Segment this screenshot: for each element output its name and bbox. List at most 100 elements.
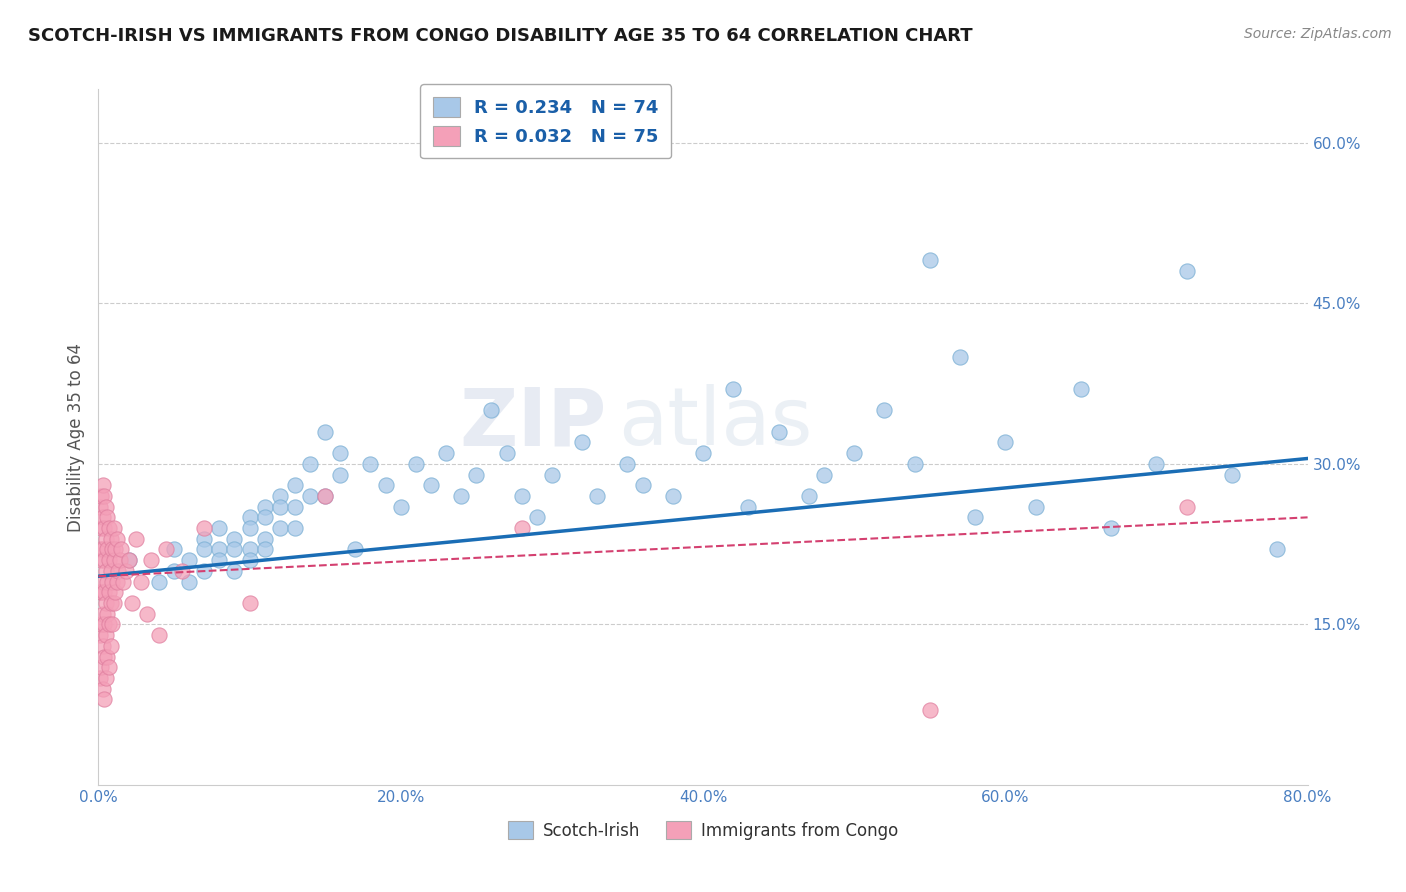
Point [89,500,111,514]
Point [100,564,122,578]
Point [94,671,117,685]
Point [299,489,322,503]
Point [616,457,638,471]
Point [918,703,941,717]
Point [284,521,307,535]
Point [94,628,117,642]
Point [90,521,112,535]
Point [1144,457,1167,471]
Point [90,553,112,567]
Text: atlas: atlas [619,384,813,462]
Point [723,382,745,396]
Point [965,510,987,524]
Point [208,542,231,557]
Point [135,607,157,621]
Point [737,500,759,514]
Point [98,553,121,567]
Point [329,446,352,460]
Point [179,553,201,567]
Point [571,435,593,450]
Point [314,489,336,503]
Point [239,521,262,535]
Point [96,574,118,589]
Point [93,521,115,535]
Point [121,596,143,610]
Point [1099,521,1122,535]
Point [631,478,654,492]
Point [526,510,548,524]
Point [224,532,246,546]
Point [1175,500,1198,514]
Point [495,446,517,460]
Point [108,553,131,567]
Point [93,617,115,632]
Point [224,542,246,557]
Point [93,489,115,503]
Text: Source: ZipAtlas.com: Source: ZipAtlas.com [1244,27,1392,41]
Point [105,574,128,589]
Point [314,489,336,503]
Point [239,542,262,557]
Point [93,692,115,706]
Point [89,628,111,642]
Point [239,553,262,567]
Point [101,574,124,589]
Point [96,607,118,621]
Point [93,553,115,567]
Point [450,489,472,503]
Point [239,510,262,524]
Point [299,457,322,471]
Point [170,564,193,578]
Point [101,542,124,557]
Point [89,585,111,599]
Point [329,467,352,482]
Point [284,478,307,492]
Point [510,489,533,503]
Point [797,489,820,503]
Point [193,542,215,557]
Point [253,542,276,557]
Legend: Scotch-Irish, Immigrants from Congo: Scotch-Irish, Immigrants from Congo [502,814,904,847]
Text: SCOTCH-IRISH VS IMMIGRANTS FROM CONGO DISABILITY AGE 35 TO 64 CORRELATION CHART: SCOTCH-IRISH VS IMMIGRANTS FROM CONGO DI… [28,27,973,45]
Point [155,542,177,557]
Point [224,564,246,578]
Point [1175,264,1198,278]
Point [269,521,291,535]
Point [118,553,141,567]
Point [103,596,125,610]
Point [118,553,141,567]
Point [96,510,118,524]
Point [90,585,112,599]
Text: ZIP: ZIP [458,384,606,462]
Point [374,478,396,492]
Point [94,532,117,546]
Point [586,489,609,503]
Point [208,553,231,567]
Point [208,521,231,535]
Point [420,478,443,492]
Point [465,467,488,482]
Point [93,585,115,599]
Point [103,553,125,567]
Point [104,542,127,557]
Point [94,564,117,578]
Point [918,253,941,268]
Point [768,425,790,439]
Point [141,553,163,567]
Point [94,596,117,610]
Point [91,478,114,492]
Point [148,574,170,589]
Point [434,446,457,460]
Point [284,500,307,514]
Point [813,467,835,482]
Point [239,596,262,610]
Point [96,542,118,557]
Point [193,532,215,546]
Point [89,671,111,685]
Point [129,574,152,589]
Point [661,489,683,503]
Point [1070,382,1092,396]
Point [98,521,121,535]
Point [90,617,112,632]
Point [481,403,503,417]
